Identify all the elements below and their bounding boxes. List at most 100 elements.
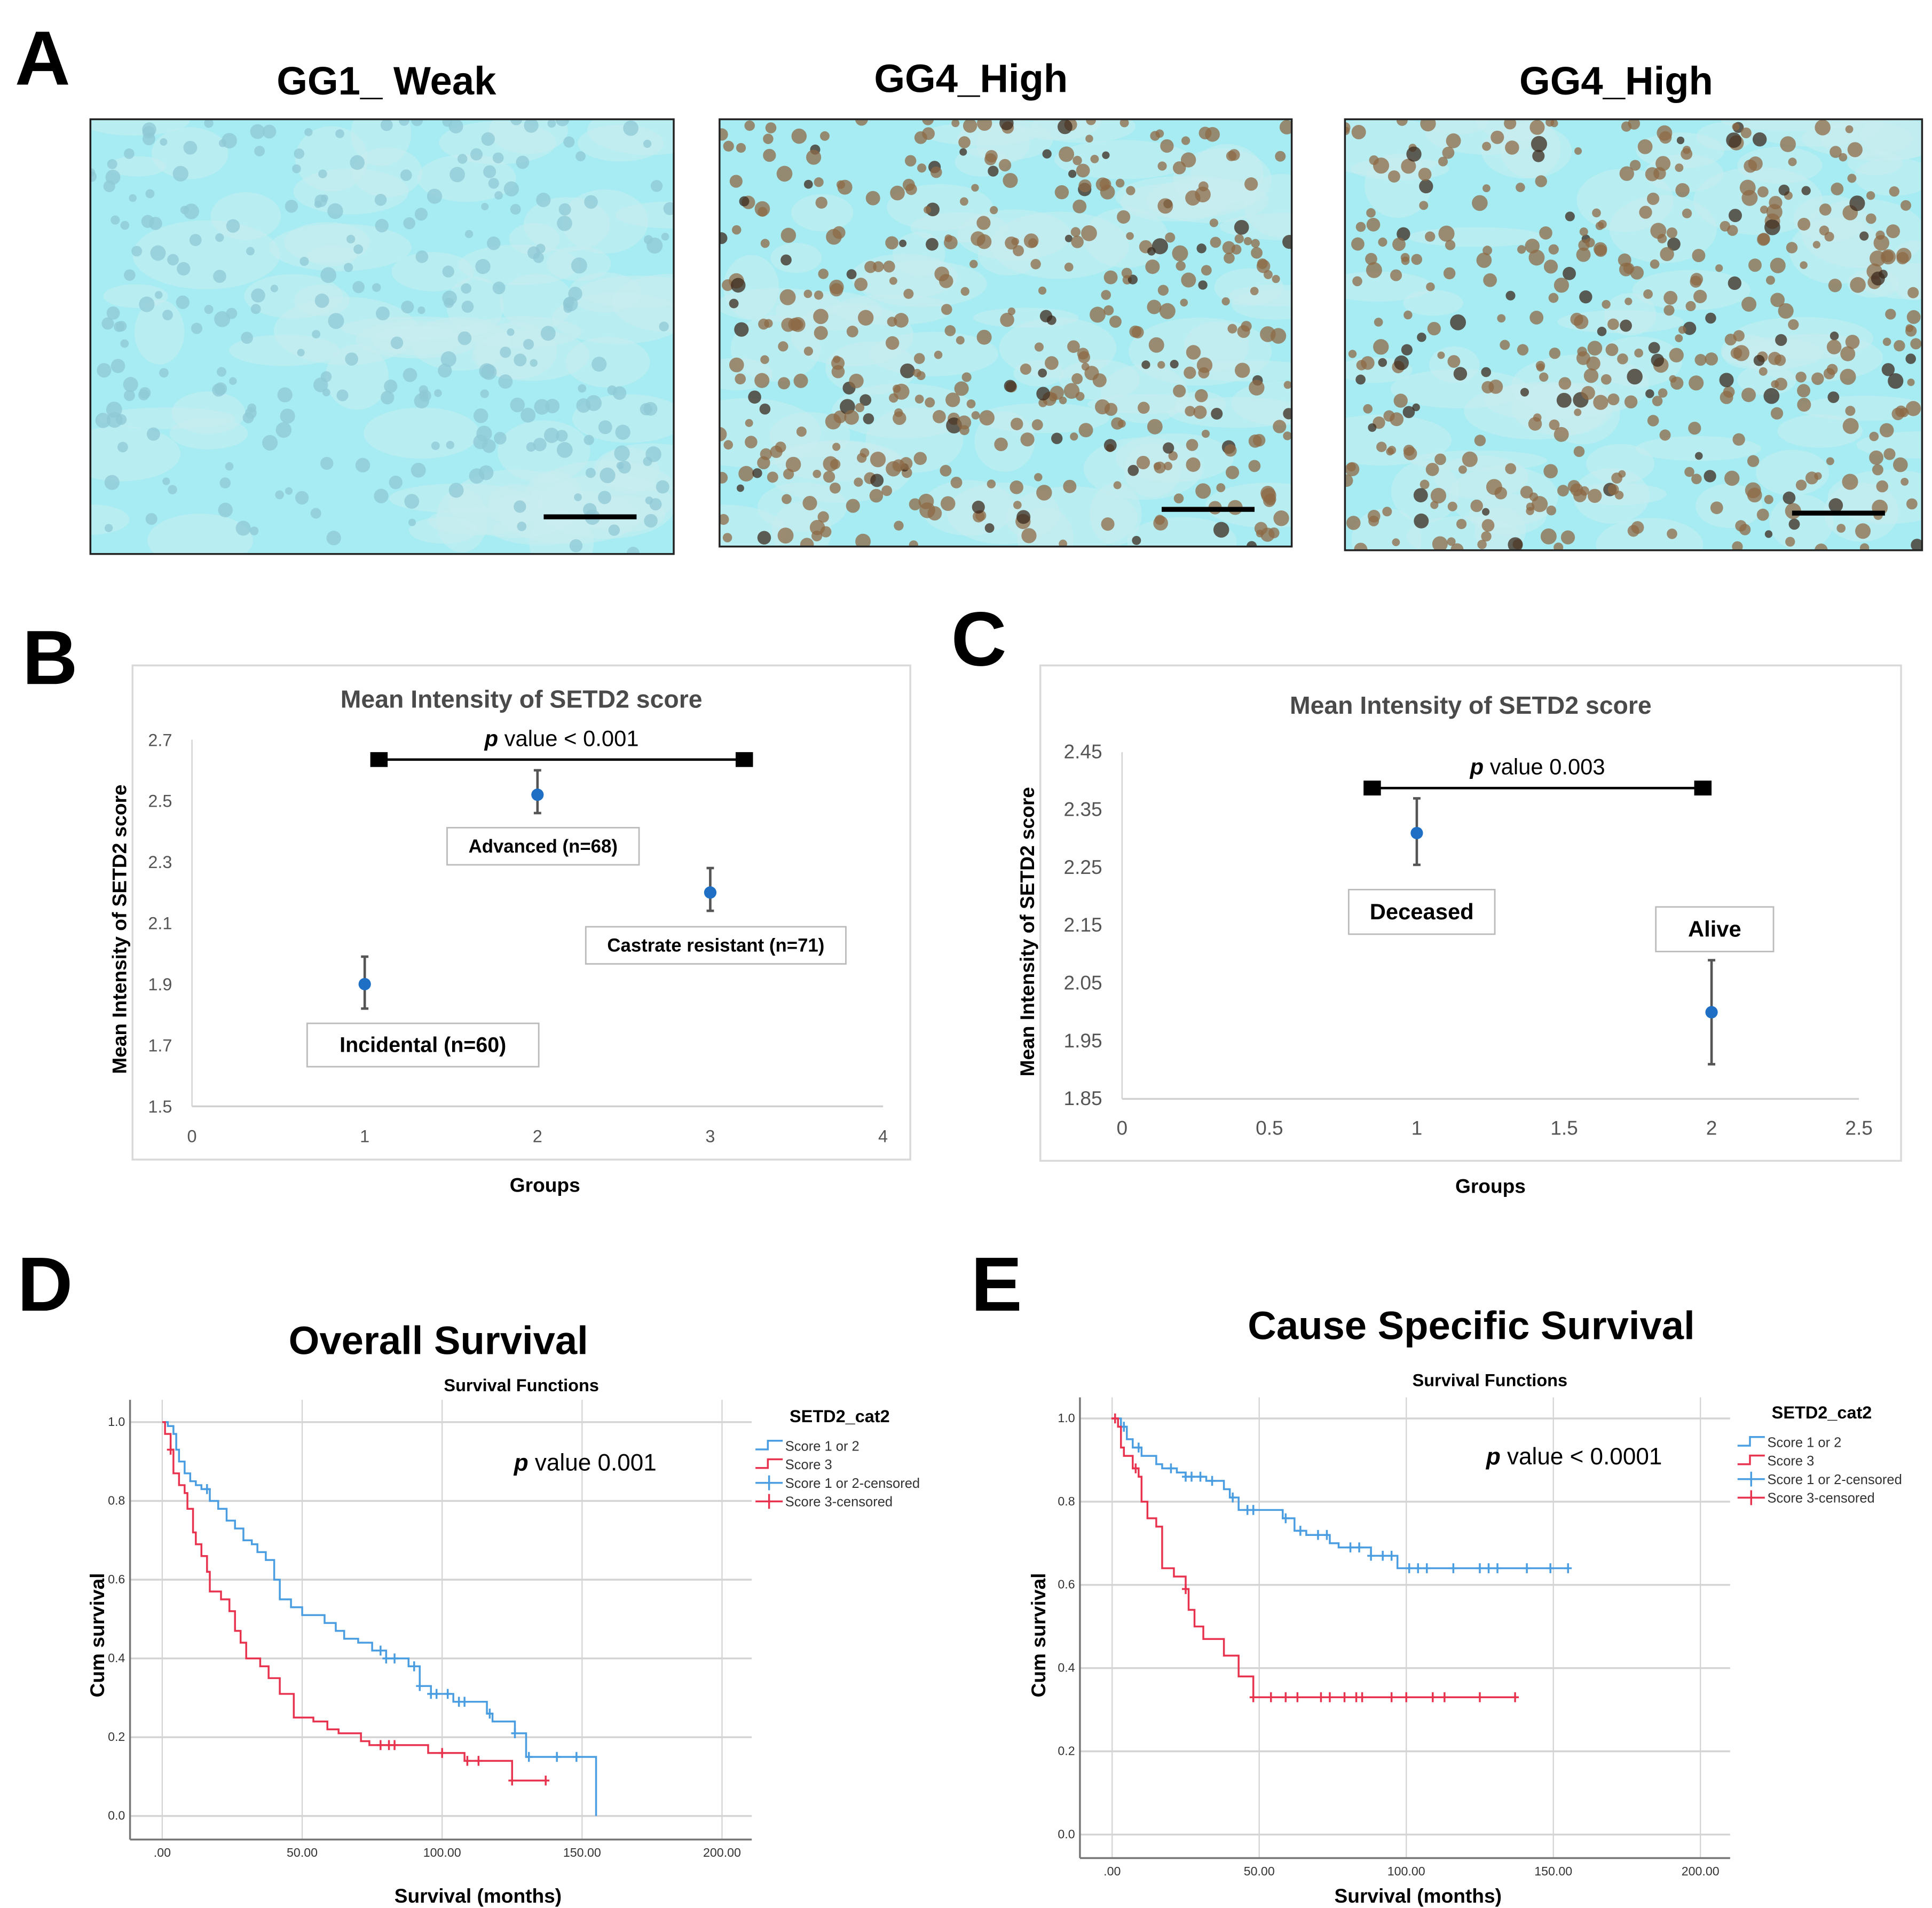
y-tick-label: 0.0 — [108, 1809, 125, 1823]
p-value-annotation: p value < 0.0001 — [1486, 1444, 1662, 1470]
legend-title: SETD2_cat2 — [790, 1407, 890, 1426]
data-point — [1410, 826, 1423, 840]
p-value-annotation: p value < 0.001 — [484, 726, 639, 751]
y-tick-label: 1.85 — [1063, 1087, 1102, 1109]
bracket-end — [736, 752, 753, 767]
censor-mark — [1249, 1692, 1257, 1702]
y-tick-label: 2.5 — [148, 792, 172, 811]
censor-mark — [391, 1740, 399, 1751]
censor-mark — [1387, 1550, 1395, 1561]
point-label: Castrate resistant (n=71) — [607, 935, 824, 956]
censor-mark — [463, 1756, 471, 1766]
y-tick-label: 2.35 — [1063, 798, 1102, 821]
y-tick-label: 1.0 — [1058, 1411, 1075, 1425]
censor-mark — [167, 1445, 175, 1455]
x-tick-label: 1 — [1411, 1117, 1423, 1139]
legend-item: Score 1 or 2-censored — [1767, 1472, 1902, 1487]
y-tick-label: 1.95 — [1063, 1029, 1102, 1052]
legend-item: Score 1 or 2-censored — [785, 1476, 920, 1491]
censor-mark — [1346, 1542, 1354, 1552]
data-point — [531, 789, 544, 801]
panel-letter-e: E — [971, 1242, 1022, 1327]
micrograph-image-1 — [89, 118, 675, 555]
x-axis-label: Survival (months) — [395, 1885, 562, 1907]
y-tick-label: 1.0 — [108, 1415, 125, 1429]
chart-title: Survival Functions — [1413, 1371, 1567, 1390]
legend-line-icon — [1737, 1454, 1765, 1465]
y-tick-label: 0.4 — [1058, 1661, 1075, 1675]
censor-mark — [1314, 1529, 1322, 1540]
censor-mark — [1440, 1692, 1448, 1702]
censor-mark — [461, 1697, 469, 1707]
point-label: Deceased — [1370, 899, 1474, 924]
x-tick-label: 3 — [705, 1127, 715, 1146]
censor-mark — [1414, 1563, 1422, 1573]
point-label-box — [446, 826, 640, 866]
censor-mark — [525, 1752, 533, 1762]
censor-mark — [376, 1645, 384, 1656]
censor-mark — [1494, 1563, 1501, 1573]
censor-mark — [1294, 1692, 1302, 1702]
chart-title: Survival Functions — [444, 1376, 598, 1395]
legend-line-icon — [1737, 1436, 1765, 1447]
censor-mark — [1523, 1563, 1531, 1573]
chart-heading: Overall Survival — [289, 1318, 588, 1362]
chart-frame — [131, 664, 911, 1161]
x-tick-label: 1 — [360, 1127, 369, 1146]
y-tick-label: 2.15 — [1063, 913, 1102, 936]
y-axis-label: Mean Intensity of SETD2 score — [1016, 787, 1038, 1076]
micrograph-title-3: GG4_High — [1519, 59, 1713, 103]
x-tick-label: 50.00 — [287, 1846, 318, 1859]
y-tick-label: 0.8 — [108, 1493, 125, 1507]
y-tick-label: 1.7 — [148, 1036, 172, 1055]
x-tick-label: 2 — [1706, 1117, 1717, 1139]
x-tick-label: 0 — [1116, 1117, 1127, 1139]
censor-mark — [1476, 1563, 1484, 1573]
censor-mark — [475, 1756, 483, 1766]
censor-mark — [511, 1728, 519, 1738]
censor-mark — [1282, 1692, 1290, 1702]
legend-item: Score 1 or 2 — [1767, 1435, 1841, 1450]
censor-mark — [432, 1689, 440, 1699]
point-label: Alive — [1688, 917, 1741, 942]
x-tick-label: 150.00 — [563, 1846, 601, 1859]
legend-item: Score 3-censored — [1767, 1491, 1874, 1506]
survival-curve-score-3 — [162, 1421, 546, 1781]
x-tick-label: 4 — [878, 1127, 888, 1146]
censor-mark — [1485, 1563, 1493, 1573]
censor-mark — [416, 1681, 424, 1691]
x-tick-label: 1.5 — [1550, 1117, 1578, 1139]
legend-item: Score 1 or 2 — [785, 1439, 859, 1454]
y-tick-label: 2.05 — [1063, 972, 1102, 994]
y-tick-label: 0.6 — [108, 1572, 125, 1586]
censor-mark — [1564, 1563, 1572, 1573]
x-tick-label: 2 — [533, 1127, 542, 1146]
data-point — [1705, 1006, 1718, 1019]
y-tick-label: 1.9 — [148, 975, 172, 994]
x-tick-label: 100.00 — [1387, 1864, 1425, 1878]
survival-curve-score-3 — [1112, 1417, 1516, 1698]
p-value-annotation: p value 0.003 — [1470, 754, 1605, 779]
censor-mark — [1449, 1563, 1457, 1573]
x-axis-label: Survival (months) — [1335, 1885, 1502, 1907]
x-tick-label: .00 — [1103, 1864, 1121, 1878]
point-label-box — [585, 926, 847, 965]
legend-censor-icon — [1737, 1490, 1765, 1505]
censor-mark — [1367, 1550, 1375, 1561]
legend-censor-icon — [755, 1494, 783, 1509]
censor-mark — [1326, 1692, 1334, 1702]
chart-heading: Cause Specific Survival — [1248, 1303, 1694, 1347]
y-tick-label: 2.3 — [148, 853, 172, 872]
censor-mark — [1379, 1550, 1387, 1561]
point-label-box — [1655, 906, 1775, 952]
censor-mark — [1282, 1513, 1290, 1524]
chart-panel-d: Overall Survival Survival Functions 0.0 0.2… — [86, 1318, 920, 1907]
legend-title: SETD2_cat2 — [1772, 1403, 1872, 1422]
censor-mark — [1182, 1584, 1189, 1594]
micrograph-image-2 — [719, 118, 1293, 548]
legend-censor-icon — [755, 1475, 783, 1491]
y-tick-label: 0.6 — [1058, 1578, 1075, 1591]
legend-item: Score 3 — [785, 1457, 832, 1472]
y-tick-label: 0.2 — [1058, 1744, 1075, 1757]
x-tick-label: 50.00 — [1244, 1864, 1275, 1878]
